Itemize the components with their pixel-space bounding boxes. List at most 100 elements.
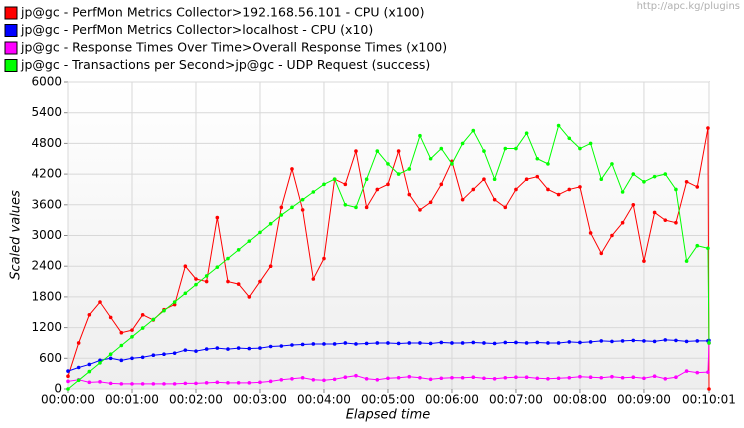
data-point [258,346,262,350]
data-point [450,375,454,380]
data-point [194,277,198,281]
data-point [226,256,230,261]
x-tick-label: 00:07:00 [489,393,543,407]
data-point [194,349,198,353]
data-point [108,352,113,357]
y-tick-label: 3000 [31,228,62,242]
data-point [492,341,497,346]
x-tick-label: 00:09:00 [617,393,671,407]
data-point [652,174,657,179]
data-point [599,177,604,182]
data-point [620,339,625,343]
data-point [140,355,145,360]
data-point [524,375,529,380]
data-point [108,356,113,361]
data-point [204,381,209,385]
data-point [652,210,657,215]
data-point [162,352,166,357]
data-point [524,131,529,135]
data-point [311,342,316,346]
data-point [652,374,657,379]
data-point [642,376,646,381]
data-point [322,256,326,261]
data-point [407,374,412,379]
data-point [546,187,550,192]
data-point [663,376,668,381]
data-point [226,381,230,385]
y-tick-label: 6000 [31,75,62,89]
data-point [247,346,252,351]
data-point [482,376,486,381]
data-point [375,377,380,382]
data-point [407,341,412,345]
data-point [183,348,188,352]
data-point [87,380,92,385]
data-point [695,243,700,248]
data-point [247,295,252,299]
data-point [642,179,646,184]
data-point [354,373,358,378]
data-point [620,220,625,225]
data-point [460,341,465,345]
data-point [183,291,188,296]
data-point [87,362,92,367]
legend-swatch [4,41,18,55]
data-point [631,375,636,380]
data-point [706,126,710,130]
data-point [546,341,550,345]
data-point [684,179,689,184]
data-point [535,156,540,161]
data-point [172,382,177,386]
data-point [279,213,284,217]
data-point [119,358,124,363]
data-point [364,341,369,346]
data-point [707,387,711,391]
y-tick-label: 4200 [31,167,62,181]
data-point [663,218,668,222]
x-tick-label: 00:00:00 [41,393,95,407]
data-point [588,340,593,344]
data-point [204,347,209,351]
data-point [268,344,273,349]
data-point [524,341,529,345]
data-point [684,369,689,373]
data-point [578,340,582,345]
data-point [364,205,369,210]
data-point [674,220,678,225]
watermark: http://apc.kg/plugins [637,1,740,12]
data-point [364,177,369,182]
data-point [76,378,81,383]
data-point [503,205,508,210]
data-point [343,375,348,380]
data-point [215,215,220,220]
data-point [546,162,550,166]
data-point [503,375,508,380]
data-point [578,146,582,151]
series-line [67,127,710,390]
y-tick-label: 0 [54,382,62,396]
data-point [695,370,700,375]
data-point [300,342,305,347]
data-point [140,382,145,386]
data-point [140,313,145,317]
data-point [428,200,433,205]
data-point [386,182,390,187]
data-point [76,365,81,370]
data-point [343,182,348,187]
data-point [375,341,380,345]
data-point [194,282,198,287]
data-point [172,351,177,355]
data-point [332,377,337,382]
y-tick-label: 3600 [31,197,62,211]
data-point [663,338,668,342]
data-point [418,341,422,345]
data-point [226,279,230,284]
data-point [588,375,593,380]
data-point [386,341,390,345]
data-point [407,192,412,197]
data-point [183,381,188,386]
data-point [162,308,166,313]
legend-label: jp@gc - Response Times Over Time>Overall… [20,40,447,55]
data-point [556,376,561,381]
